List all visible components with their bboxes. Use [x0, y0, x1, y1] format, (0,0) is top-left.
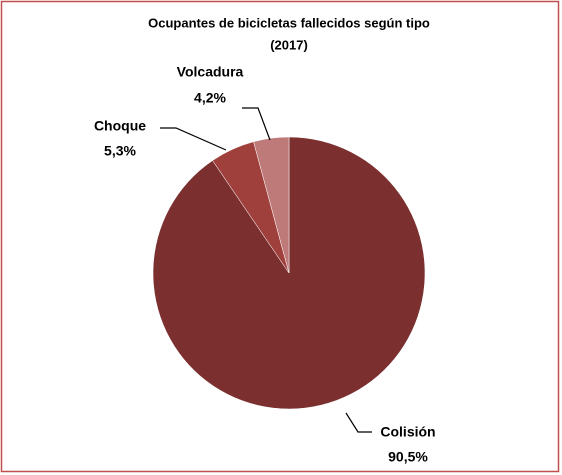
leader-line [242, 107, 271, 141]
slice-value-label: 90,5% [388, 449, 428, 465]
slice-label: Colisión [380, 424, 435, 440]
chart-subtitle: (2017) [270, 37, 308, 52]
pie-slice [253, 136, 290, 274]
slice-label: Choque [94, 118, 146, 134]
slice-value-label: 5,3% [104, 143, 136, 159]
leader-line [160, 127, 227, 151]
leader-lines [160, 107, 372, 433]
slice-value-label: 4,2% [194, 90, 226, 106]
leader-line [345, 412, 372, 433]
chart-title: Ocupantes de bicicletas fallecidos según… [148, 15, 430, 30]
slice-label: Volcadura [177, 64, 244, 80]
